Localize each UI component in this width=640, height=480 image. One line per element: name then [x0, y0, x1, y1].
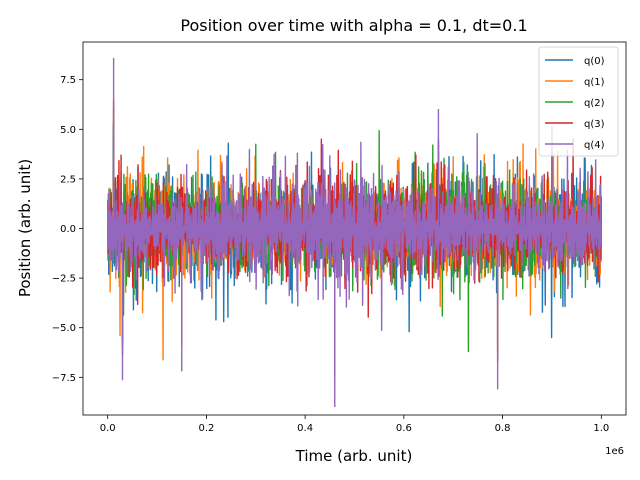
x-tick-label: 0.2: [198, 423, 214, 434]
chart-title: Position over time with alpha = 0.1, dt=…: [180, 16, 527, 35]
y-tick-label: 5.0: [60, 125, 76, 136]
y-axis-label: Position (arb. unit): [16, 159, 34, 297]
x-tick-label: 1.0: [593, 423, 609, 434]
y-tick-label: 7.5: [60, 75, 76, 86]
x-axis-label: Time (arb. unit): [295, 447, 413, 465]
x-axis: 0.0 0.2 0.4 0.6 0.8 1.0: [100, 415, 609, 434]
legend-entry: q(1): [584, 77, 605, 88]
plot-area: [106, 57, 603, 408]
y-tick-label: 2.5: [60, 174, 76, 185]
legend: q(0) q(1) q(2) q(3) q(4): [538, 46, 619, 157]
legend-entry: q(3): [584, 119, 605, 130]
x-tick-label: 0.8: [495, 423, 511, 434]
y-tick-label: −7.5: [52, 373, 76, 384]
y-axis: −7.5 −5.0 −2.5 0.0 2.5 5.0 7.5: [52, 75, 83, 384]
y-tick-label: −2.5: [52, 274, 76, 285]
y-tick-label: −5.0: [52, 323, 76, 334]
series-line-q4: [106, 57, 603, 408]
y-tick-label: 0.0: [60, 224, 76, 235]
legend-entry: q(4): [584, 140, 605, 151]
legend-box: [538, 46, 619, 157]
x-tick-label: 0.4: [297, 423, 313, 434]
x-tick-label: 0.6: [396, 423, 412, 434]
legend-entry: q(0): [584, 56, 605, 67]
x-offset-label: 1e6: [605, 446, 624, 457]
legend-entry: q(2): [584, 98, 605, 109]
x-tick-label: 0.0: [100, 423, 116, 434]
